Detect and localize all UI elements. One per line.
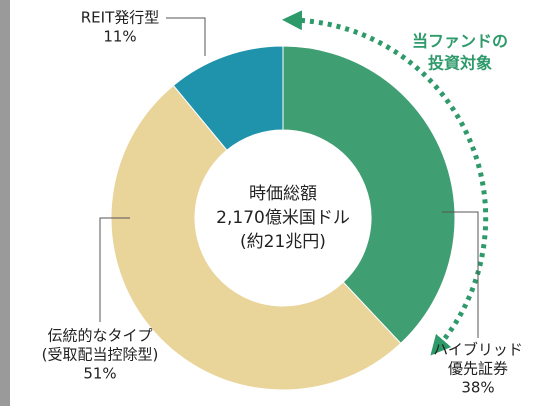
value-label: 38% (461, 379, 494, 397)
slice-label: ハイブリッド (433, 341, 523, 359)
annotation-text: 当ファンドの (412, 32, 508, 51)
center-text: 2,170億米国ドル (216, 208, 350, 228)
slice (110, 84, 402, 391)
leader-line (442, 211, 479, 338)
slice (172, 45, 284, 151)
leader-line (99, 217, 130, 322)
slice-label: (受取配当控除型) (42, 346, 159, 364)
annotation-text: 投資対象 (428, 54, 492, 73)
target-arrow (282, 10, 489, 356)
slice-label: 優先証券 (448, 360, 508, 378)
slice-label: REIT発行型 (81, 9, 160, 27)
center-text: (約21兆円) (240, 232, 326, 252)
slice-label: 伝統的なタイプ (47, 327, 152, 345)
value-label: 51% (83, 365, 116, 383)
value-label: 11% (103, 28, 136, 46)
center-text: 時価総額 (249, 184, 317, 204)
leader-line (166, 17, 206, 56)
side-strip (0, 0, 10, 406)
slice (282, 45, 456, 345)
